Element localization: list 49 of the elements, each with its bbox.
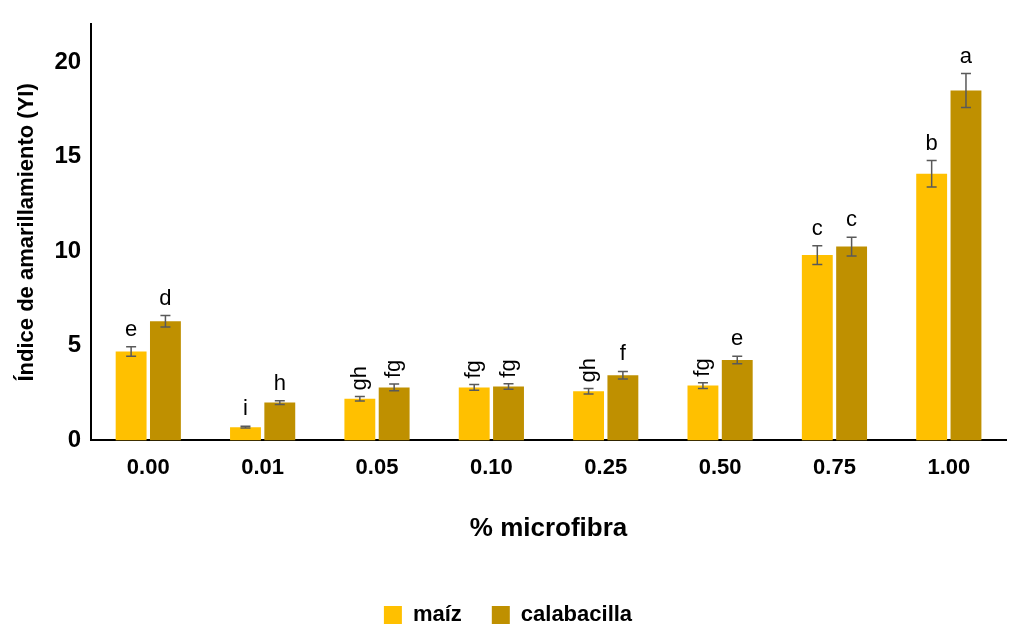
x-tick-label: 0.75 xyxy=(813,453,856,479)
bar xyxy=(721,360,753,441)
bar xyxy=(836,246,868,441)
legend-label: maíz xyxy=(412,601,462,627)
y-tick-label: 10 xyxy=(54,235,82,263)
y-tick-label: 15 xyxy=(54,141,82,169)
legend-label: calabacilla xyxy=(520,601,633,627)
x-tick-label: 0.01 xyxy=(241,453,285,479)
x-tick-label: 0.25 xyxy=(584,453,628,479)
bar xyxy=(573,391,605,441)
data-label: e xyxy=(125,315,138,341)
data-label: fg xyxy=(460,360,486,379)
bar xyxy=(115,351,147,441)
data-label: fg xyxy=(380,359,406,379)
bar xyxy=(230,427,261,441)
y-tick-label: 20 xyxy=(54,46,82,74)
y-tick-label: 0 xyxy=(67,425,82,453)
data-label: c xyxy=(846,206,858,232)
bar xyxy=(378,387,410,441)
x-tick-label: 0.05 xyxy=(355,453,399,479)
bar xyxy=(687,385,719,441)
bar xyxy=(916,173,948,441)
bar xyxy=(950,90,982,441)
bar xyxy=(493,386,524,441)
x-tick-label: 0.10 xyxy=(469,453,513,479)
y-tick-label: 5 xyxy=(67,330,82,358)
x-tick-label: 1.00 xyxy=(927,453,971,479)
x-axis-title: % microfibra xyxy=(469,511,628,542)
data-label: fg xyxy=(689,358,714,377)
data-label: a xyxy=(959,42,973,68)
bar xyxy=(458,387,490,441)
x-tick-label: 0.50 xyxy=(698,453,742,479)
data-label: gh xyxy=(345,366,371,391)
data-label: e xyxy=(731,325,744,351)
bar xyxy=(607,375,639,441)
data-label: b xyxy=(925,129,938,155)
data-label: d xyxy=(159,284,172,310)
data-label: f xyxy=(619,340,627,366)
data-label: gh xyxy=(574,357,600,383)
data-label: h xyxy=(273,369,286,395)
bar xyxy=(344,398,376,441)
data-label: fg xyxy=(494,359,520,378)
data-label: c xyxy=(811,214,823,240)
bar xyxy=(264,402,296,441)
bar xyxy=(801,255,833,441)
y-axis-title: Índice de amarillamiento (YI) xyxy=(13,83,39,382)
x-tick-label: 0.00 xyxy=(126,453,170,479)
data-label: i xyxy=(243,395,248,421)
bar xyxy=(149,321,181,441)
